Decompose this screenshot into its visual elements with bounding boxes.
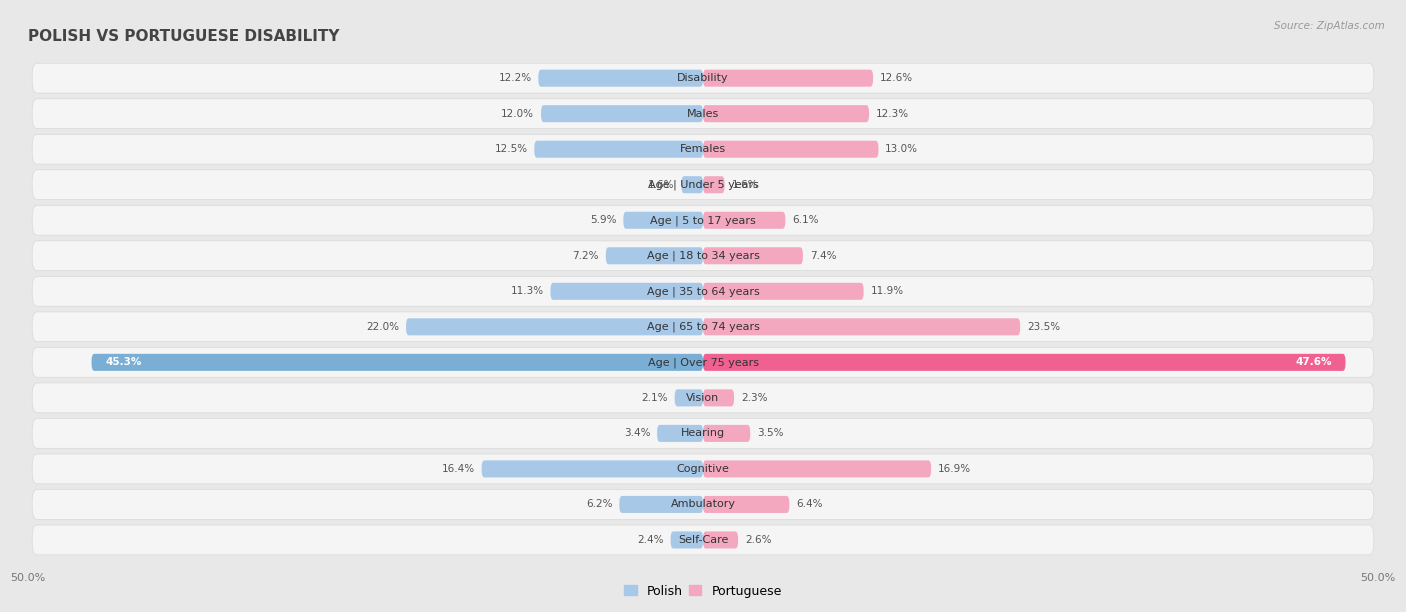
FancyBboxPatch shape <box>703 425 751 442</box>
Text: Cognitive: Cognitive <box>676 464 730 474</box>
Text: 13.0%: 13.0% <box>886 144 918 154</box>
FancyBboxPatch shape <box>32 277 1374 306</box>
Text: 23.5%: 23.5% <box>1026 322 1060 332</box>
Text: 12.3%: 12.3% <box>876 109 908 119</box>
FancyBboxPatch shape <box>406 318 703 335</box>
FancyBboxPatch shape <box>606 247 703 264</box>
Text: 3.4%: 3.4% <box>624 428 651 438</box>
FancyBboxPatch shape <box>32 241 1374 271</box>
Text: 11.9%: 11.9% <box>870 286 904 296</box>
Text: 12.5%: 12.5% <box>495 144 527 154</box>
FancyBboxPatch shape <box>657 425 703 442</box>
Text: 1.6%: 1.6% <box>648 180 675 190</box>
FancyBboxPatch shape <box>32 99 1374 129</box>
FancyBboxPatch shape <box>32 525 1374 555</box>
FancyBboxPatch shape <box>703 389 734 406</box>
FancyBboxPatch shape <box>703 531 738 548</box>
FancyBboxPatch shape <box>703 354 1346 371</box>
FancyBboxPatch shape <box>703 70 873 87</box>
FancyBboxPatch shape <box>703 212 786 229</box>
Text: 1.6%: 1.6% <box>731 180 758 190</box>
FancyBboxPatch shape <box>703 318 1021 335</box>
Text: 22.0%: 22.0% <box>367 322 399 332</box>
Text: Source: ZipAtlas.com: Source: ZipAtlas.com <box>1274 21 1385 31</box>
FancyBboxPatch shape <box>482 460 703 477</box>
FancyBboxPatch shape <box>703 141 879 158</box>
Legend: Polish, Portuguese: Polish, Portuguese <box>619 580 787 602</box>
Text: 7.4%: 7.4% <box>810 251 837 261</box>
Text: 45.3%: 45.3% <box>105 357 142 367</box>
FancyBboxPatch shape <box>551 283 703 300</box>
FancyBboxPatch shape <box>534 141 703 158</box>
Text: 2.1%: 2.1% <box>641 393 668 403</box>
FancyBboxPatch shape <box>703 247 803 264</box>
FancyBboxPatch shape <box>703 460 931 477</box>
FancyBboxPatch shape <box>703 176 724 193</box>
Text: Age | Over 75 years: Age | Over 75 years <box>648 357 758 368</box>
Text: 12.2%: 12.2% <box>499 73 531 83</box>
FancyBboxPatch shape <box>703 283 863 300</box>
FancyBboxPatch shape <box>32 383 1374 412</box>
Text: Disability: Disability <box>678 73 728 83</box>
FancyBboxPatch shape <box>32 312 1374 341</box>
FancyBboxPatch shape <box>32 206 1374 235</box>
FancyBboxPatch shape <box>703 496 789 513</box>
FancyBboxPatch shape <box>675 389 703 406</box>
FancyBboxPatch shape <box>703 105 869 122</box>
Text: Males: Males <box>688 109 718 119</box>
Text: 16.4%: 16.4% <box>441 464 475 474</box>
FancyBboxPatch shape <box>619 496 703 513</box>
Text: 6.1%: 6.1% <box>792 215 818 225</box>
FancyBboxPatch shape <box>671 531 703 548</box>
Text: 47.6%: 47.6% <box>1295 357 1331 367</box>
Text: 12.0%: 12.0% <box>502 109 534 119</box>
FancyBboxPatch shape <box>32 170 1374 200</box>
Text: Age | 65 to 74 years: Age | 65 to 74 years <box>647 321 759 332</box>
Text: 11.3%: 11.3% <box>510 286 544 296</box>
Text: 2.3%: 2.3% <box>741 393 768 403</box>
FancyBboxPatch shape <box>32 63 1374 93</box>
Text: Ambulatory: Ambulatory <box>671 499 735 509</box>
Text: 5.9%: 5.9% <box>591 215 617 225</box>
Text: Age | 5 to 17 years: Age | 5 to 17 years <box>650 215 756 225</box>
Text: 6.4%: 6.4% <box>796 499 823 509</box>
FancyBboxPatch shape <box>32 134 1374 164</box>
Text: Vision: Vision <box>686 393 720 403</box>
Text: 12.6%: 12.6% <box>880 73 912 83</box>
FancyBboxPatch shape <box>91 354 703 371</box>
Text: 16.9%: 16.9% <box>938 464 972 474</box>
Text: 7.2%: 7.2% <box>572 251 599 261</box>
Text: Females: Females <box>681 144 725 154</box>
FancyBboxPatch shape <box>32 348 1374 377</box>
FancyBboxPatch shape <box>32 490 1374 520</box>
Text: 6.2%: 6.2% <box>586 499 613 509</box>
FancyBboxPatch shape <box>32 454 1374 484</box>
Text: Age | 35 to 64 years: Age | 35 to 64 years <box>647 286 759 297</box>
FancyBboxPatch shape <box>538 70 703 87</box>
FancyBboxPatch shape <box>32 419 1374 449</box>
Text: 2.4%: 2.4% <box>637 535 664 545</box>
FancyBboxPatch shape <box>623 212 703 229</box>
FancyBboxPatch shape <box>682 176 703 193</box>
Text: 2.6%: 2.6% <box>745 535 772 545</box>
Text: 3.5%: 3.5% <box>756 428 783 438</box>
Text: Age | 18 to 34 years: Age | 18 to 34 years <box>647 250 759 261</box>
FancyBboxPatch shape <box>541 105 703 122</box>
Text: Self-Care: Self-Care <box>678 535 728 545</box>
Text: Age | Under 5 years: Age | Under 5 years <box>648 179 758 190</box>
Text: POLISH VS PORTUGUESE DISABILITY: POLISH VS PORTUGUESE DISABILITY <box>28 29 340 44</box>
Text: Hearing: Hearing <box>681 428 725 438</box>
